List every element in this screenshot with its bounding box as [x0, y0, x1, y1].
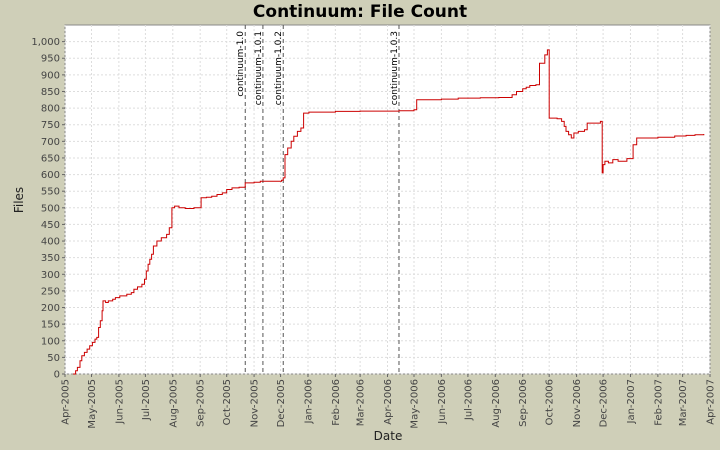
y-tick-label: 100: [41, 336, 60, 347]
y-tick-label: 1,000: [31, 37, 60, 48]
x-tick-label: Aug-2006: [491, 379, 502, 428]
y-tick-label: 0: [54, 370, 60, 381]
y-tick-label: 600: [41, 170, 60, 181]
chart-title: Continuum: File Count: [252, 2, 468, 22]
y-tick-label: 450: [41, 220, 60, 231]
release-markers: continuum-1.0 continuum-1.0.1 continuum-1.…: [236, 25, 400, 374]
y-tick-label: 150: [41, 320, 60, 331]
x-tick-label: May-2006: [410, 379, 421, 429]
x-tick-label: Oct-2006: [545, 379, 556, 425]
x-tick-label: Jun-2006: [437, 379, 448, 425]
y-tick-label: 900: [41, 70, 60, 81]
x-tick-label: Jul-2005: [141, 379, 152, 421]
x-tick-label: Aug-2005: [168, 379, 179, 428]
x-tick-label: Sep-2006: [518, 379, 529, 427]
y-tick-label: 800: [41, 104, 60, 115]
y-tick-label: 950: [41, 54, 60, 65]
y-axis: 0 50 100 150 200 250 300 350 400 450 500 550 600 650 7…: [31, 37, 65, 381]
y-tick-label: 300: [41, 270, 60, 281]
x-tick-label: Nov-2006: [572, 379, 583, 427]
x-tick-label: Jun-2005: [114, 379, 125, 425]
series-line: [73, 49, 705, 375]
x-tick-label: Feb-2007: [653, 379, 664, 426]
y-tick-label: 200: [41, 303, 60, 314]
y-tick-label: 500: [41, 203, 60, 214]
x-tick-label: Apr-2006: [383, 379, 394, 425]
y-tick-label: 250: [41, 286, 60, 297]
release-marker-label: continuum-1.0.3: [390, 31, 400, 105]
x-axis-label: Date: [374, 429, 403, 443]
x-tick-label: Jul-2006: [463, 379, 474, 421]
x-tick-label: Feb-2006: [331, 379, 342, 426]
plot-area: [64, 24, 711, 375]
x-tick-label: Jan-2007: [626, 379, 637, 424]
x-axis: Apr-2005 May-2005 Jun-2005 Jul-2005 Aug-2005…: [61, 374, 717, 429]
y-tick-label: 650: [41, 153, 60, 164]
x-tick-label: Apr-2005: [61, 379, 72, 425]
release-marker-label: continuum-1.0.2: [274, 31, 284, 105]
x-tick-label: Dec-2005: [276, 379, 287, 427]
y-tick-label: 750: [41, 120, 60, 131]
x-tick-label: Oct-2005: [222, 379, 233, 425]
x-tick-label: May-2005: [87, 379, 98, 429]
y-tick-label: 700: [41, 137, 60, 148]
y-tick-label: 400: [41, 237, 60, 248]
x-tick-label: Mar-2007: [678, 379, 689, 426]
x-tick-label: Sep-2005: [196, 379, 207, 427]
series-layer: [73, 49, 705, 375]
x-tick-label: Dec-2006: [599, 379, 610, 427]
x-tick-label: Mar-2006: [356, 379, 367, 426]
release-marker-label: continuum-1.0: [236, 31, 246, 97]
y-tick-label: 550: [41, 187, 60, 198]
x-tick-label: Apr-2007: [706, 379, 717, 425]
x-tick-label: Nov-2005: [250, 379, 261, 427]
release-marker-label: continuum-1.0.1: [254, 31, 264, 105]
y-tick-label: 350: [41, 253, 60, 264]
y-tick-label: 50: [47, 353, 60, 364]
y-axis-label: Files: [12, 187, 26, 213]
y-tick-label: 850: [41, 87, 60, 98]
x-tick-label: Jan-2006: [303, 379, 314, 424]
